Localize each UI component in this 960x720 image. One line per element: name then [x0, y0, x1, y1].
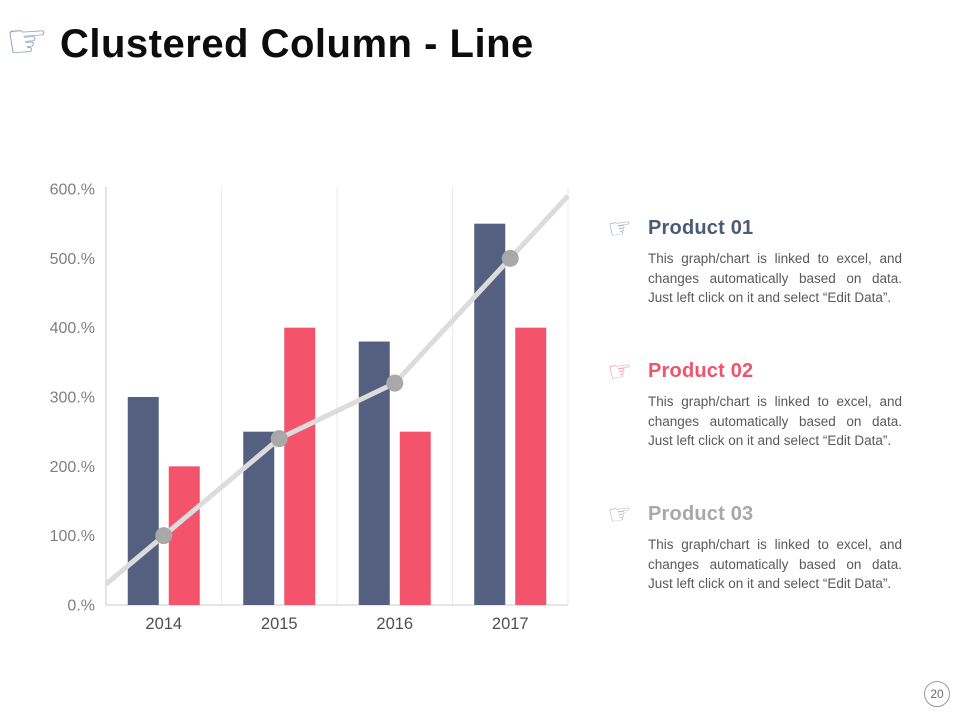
column-product-01-2015[interactable] [243, 431, 275, 605]
column-product-02-2016[interactable] [399, 431, 431, 605]
data-point-marker-2014[interactable] [155, 527, 173, 545]
product-02-title: Product 02 [648, 360, 754, 382]
product-02-block: ☞ Product 02 This graph/chart is linked … [605, 354, 908, 451]
data-point-marker-2017[interactable] [501, 249, 519, 267]
pointing-hand-icon: ☞ [605, 497, 635, 531]
y-axis-label: 200.% [50, 459, 95, 476]
y-axis-label: 600.% [50, 182, 95, 199]
product-01-block: ☞ Product 01 This graph/chart is linked … [605, 211, 908, 308]
y-axis-label: 0.% [67, 598, 95, 615]
page-number: 20 [930, 687, 944, 701]
product-01-title: Product 01 [648, 217, 754, 239]
x-axis-label: 2016 [376, 615, 413, 633]
trend-line-product-03[interactable] [104, 194, 570, 587]
page-number-badge: 20 [924, 681, 950, 707]
x-axis-label: 2015 [261, 615, 298, 633]
product-03-title: Product 03 [648, 503, 754, 525]
column-product-01-2017[interactable] [474, 223, 506, 605]
column-product-02-2015[interactable] [284, 327, 316, 605]
y-axis-label: 400.% [50, 320, 95, 337]
page-title: Clustered Column - Line [60, 22, 534, 66]
y-axis-label: 100.% [50, 528, 95, 545]
product-03-description: This graph/chart is linked to excel, and… [648, 537, 902, 592]
column-product-01-2016[interactable] [358, 341, 390, 605]
y-axis-label: 300.% [50, 390, 95, 407]
column-product-01-2014[interactable] [127, 397, 159, 605]
x-axis-label: 2017 [492, 615, 529, 633]
data-point-marker-2015[interactable] [270, 430, 288, 448]
data-point-marker-2016[interactable] [386, 374, 404, 392]
product-02-description: This graph/chart is linked to excel, and… [648, 394, 902, 449]
product-01-description: This graph/chart is linked to excel, and… [648, 251, 902, 306]
y-axis-label: 500.% [50, 251, 95, 268]
x-axis-label: 2014 [145, 615, 182, 633]
column-product-02-2014[interactable] [168, 466, 200, 605]
pointing-hand-icon: ☞ [605, 211, 635, 245]
column-product-02-2017[interactable] [515, 327, 547, 605]
product-03-block: ☞ Product 03 This graph/chart is linked … [605, 497, 908, 594]
pointing-hand-icon: ☞ [605, 354, 635, 388]
